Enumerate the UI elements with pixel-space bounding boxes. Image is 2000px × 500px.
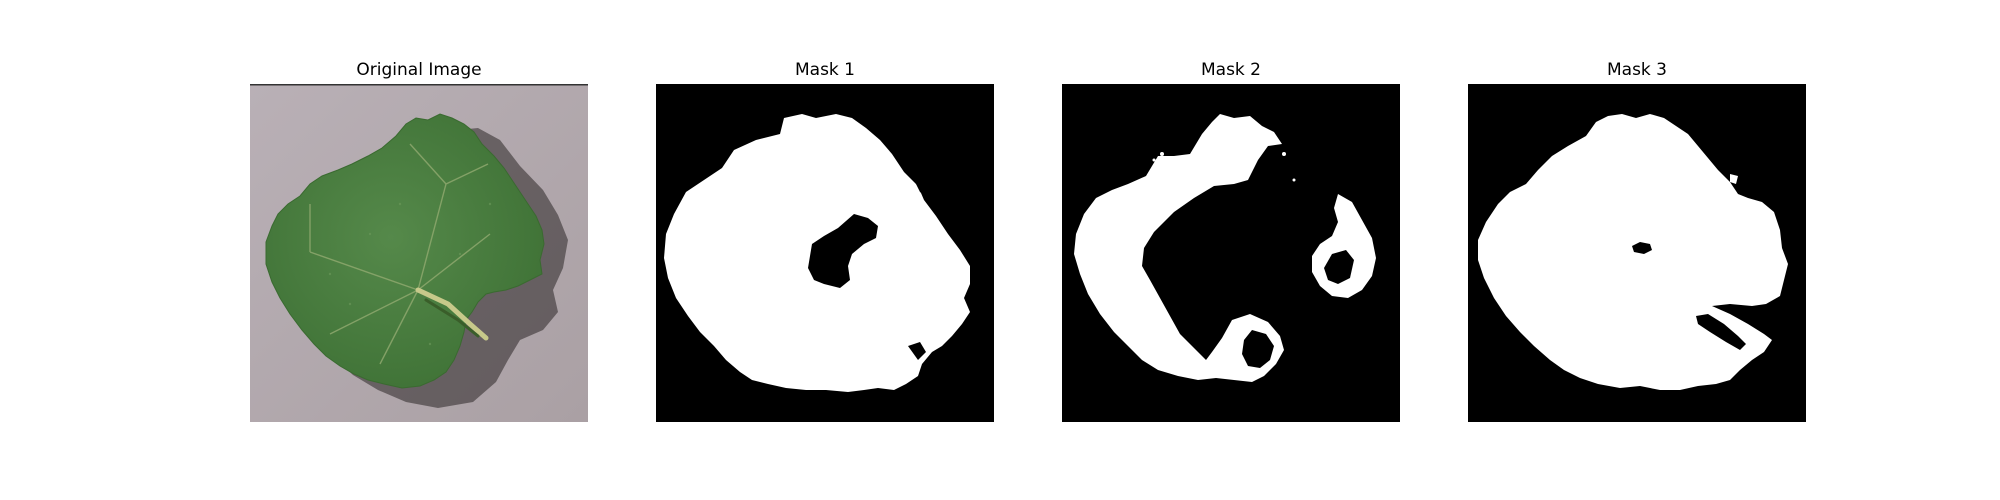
original-image bbox=[250, 84, 588, 422]
mask-3-image bbox=[1468, 84, 1806, 422]
mask-3-title: Mask 3 bbox=[1606, 60, 1667, 80]
mask-1-title: Mask 1 bbox=[794, 60, 855, 80]
original-image-title: Original Image bbox=[356, 60, 482, 80]
mask-1-image bbox=[656, 84, 994, 422]
mask-2-title: Mask 2 bbox=[1200, 60, 1261, 80]
leaf-shape bbox=[265, 113, 545, 389]
mask-2-image bbox=[1062, 84, 1400, 422]
